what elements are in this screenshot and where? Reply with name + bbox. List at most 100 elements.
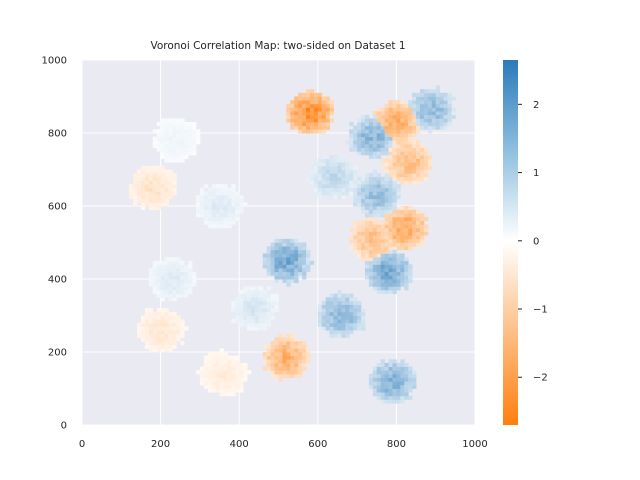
heatmap-cell (270, 366, 275, 371)
heatmap-cell (412, 169, 417, 174)
heatmap-cell (376, 114, 382, 119)
heatmap-cell (239, 370, 244, 375)
heatmap-cell (384, 271, 389, 276)
heatmap-cell (435, 96, 441, 101)
heatmap-cell (396, 165, 401, 170)
heatmap-cell (148, 195, 154, 200)
heatmap-cell (400, 399, 405, 404)
heatmap-cell (388, 143, 393, 148)
heatmap-cell (349, 322, 354, 327)
heatmap-cell (388, 235, 393, 240)
heatmap-cell (164, 176, 169, 181)
heatmap-cell (306, 268, 311, 273)
heatmap-cell (317, 319, 323, 324)
heatmap-cell (278, 366, 283, 371)
heatmap-cell (400, 231, 405, 236)
heatmap-cell (176, 118, 181, 123)
heatmap-cell (176, 147, 181, 152)
heatmap-cell (388, 246, 393, 251)
heatmap-cell (290, 122, 295, 127)
heatmap-cell (392, 191, 397, 196)
heatmap-cell (368, 260, 374, 265)
heatmap-cell (431, 125, 437, 130)
heatmap-cell (408, 162, 413, 167)
heatmap-cell (364, 249, 370, 254)
heatmap-cell (427, 122, 433, 127)
heatmap-cell (192, 271, 197, 276)
heatmap-cell (384, 275, 389, 280)
heatmap-cell (416, 220, 421, 225)
heatmap-cell (286, 238, 291, 243)
heatmap-cell (302, 348, 307, 353)
heatmap-cell (431, 96, 437, 101)
heatmap-cell (313, 180, 319, 185)
heatmap-cell (384, 122, 389, 127)
heatmap-cell (164, 286, 169, 291)
heatmap-cell (372, 209, 378, 214)
heatmap-cell (404, 235, 409, 240)
heatmap-cell (380, 165, 386, 170)
heatmap-cell (270, 352, 275, 357)
heatmap-cell (376, 275, 382, 280)
heatmap-cell (384, 242, 389, 247)
heatmap-cell (333, 169, 338, 174)
heatmap-cell (148, 271, 154, 276)
heatmap-cell (227, 206, 232, 211)
heatmap-cell (333, 195, 338, 200)
heatmap-cell (294, 249, 299, 254)
heatmap-cell (419, 96, 425, 101)
heatmap-cell (404, 275, 409, 280)
heatmap-cell (156, 198, 161, 203)
heatmap-cell (207, 216, 213, 221)
heatmap-cell (325, 111, 330, 116)
heatmap-cell (317, 111, 323, 116)
heatmap-cell (435, 92, 441, 97)
heatmap-cell (144, 330, 150, 335)
heatmap-cell (290, 362, 295, 367)
heatmap-cell (384, 362, 389, 367)
heatmap-cell (321, 319, 327, 324)
heatmap-cell (317, 165, 323, 170)
heatmap-cell (333, 315, 338, 320)
heatmap-cell (408, 395, 413, 400)
heatmap-cell (380, 253, 386, 258)
heatmap-cell (431, 100, 437, 105)
heatmap-cell (160, 348, 165, 353)
heatmap-cell (247, 311, 252, 316)
heatmap-cell (168, 322, 173, 327)
heatmap-cell (317, 107, 323, 112)
heatmap-cell (396, 264, 401, 269)
heatmap-cell (168, 169, 173, 174)
heatmap-cell (321, 169, 327, 174)
heatmap-cell (400, 158, 405, 163)
heatmap-cell (357, 246, 362, 251)
heatmap-cell (368, 118, 374, 123)
heatmap-cell (250, 326, 256, 331)
heatmap-cell (160, 297, 165, 302)
heatmap-cell (404, 206, 409, 211)
heatmap-cell (207, 198, 213, 203)
heatmap-cell (302, 122, 307, 127)
heatmap-cell (368, 202, 374, 207)
heatmap-cell (160, 319, 165, 324)
heatmap-cell (156, 282, 161, 287)
heatmap-cell (361, 238, 366, 243)
heatmap-cell (400, 246, 405, 251)
heatmap-cell (392, 209, 397, 214)
heatmap-cell (404, 264, 409, 269)
heatmap-cell (435, 107, 441, 112)
heatmap-cell (337, 165, 342, 170)
heatmap-cell (353, 326, 358, 331)
heatmap-cell (298, 352, 303, 357)
heatmap-cell (396, 224, 401, 229)
heatmap-cell (148, 315, 154, 320)
heatmap-cell (396, 253, 401, 258)
heatmap-cell (266, 249, 272, 254)
heatmap-cell (337, 162, 342, 167)
heatmap-cell (306, 125, 311, 130)
heatmap-cell (341, 169, 346, 174)
heatmap-cell (156, 311, 161, 316)
heatmap-cell (353, 195, 358, 200)
heatmap-cell (388, 249, 393, 254)
heatmap-cell (384, 125, 389, 130)
